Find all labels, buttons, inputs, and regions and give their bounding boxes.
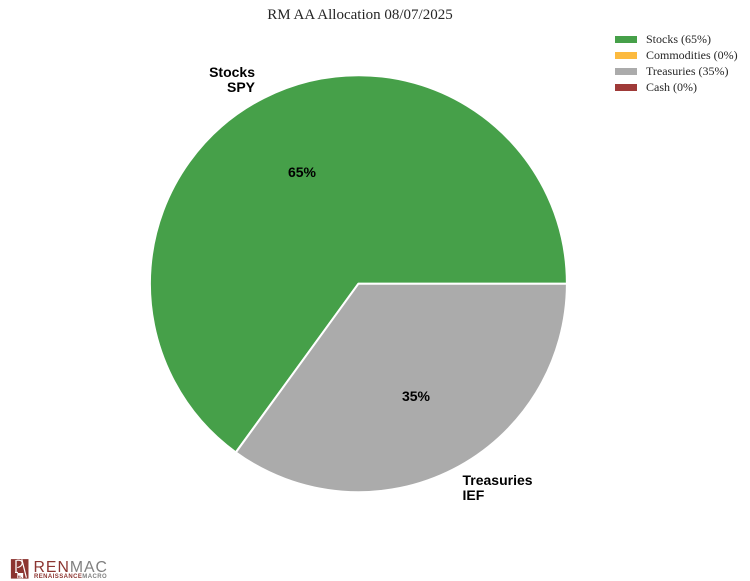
svg-text:RENMAC: RENMAC [34,559,108,576]
svg-text:RENAISSANCEMACRO: RENAISSANCEMACRO [34,574,107,580]
